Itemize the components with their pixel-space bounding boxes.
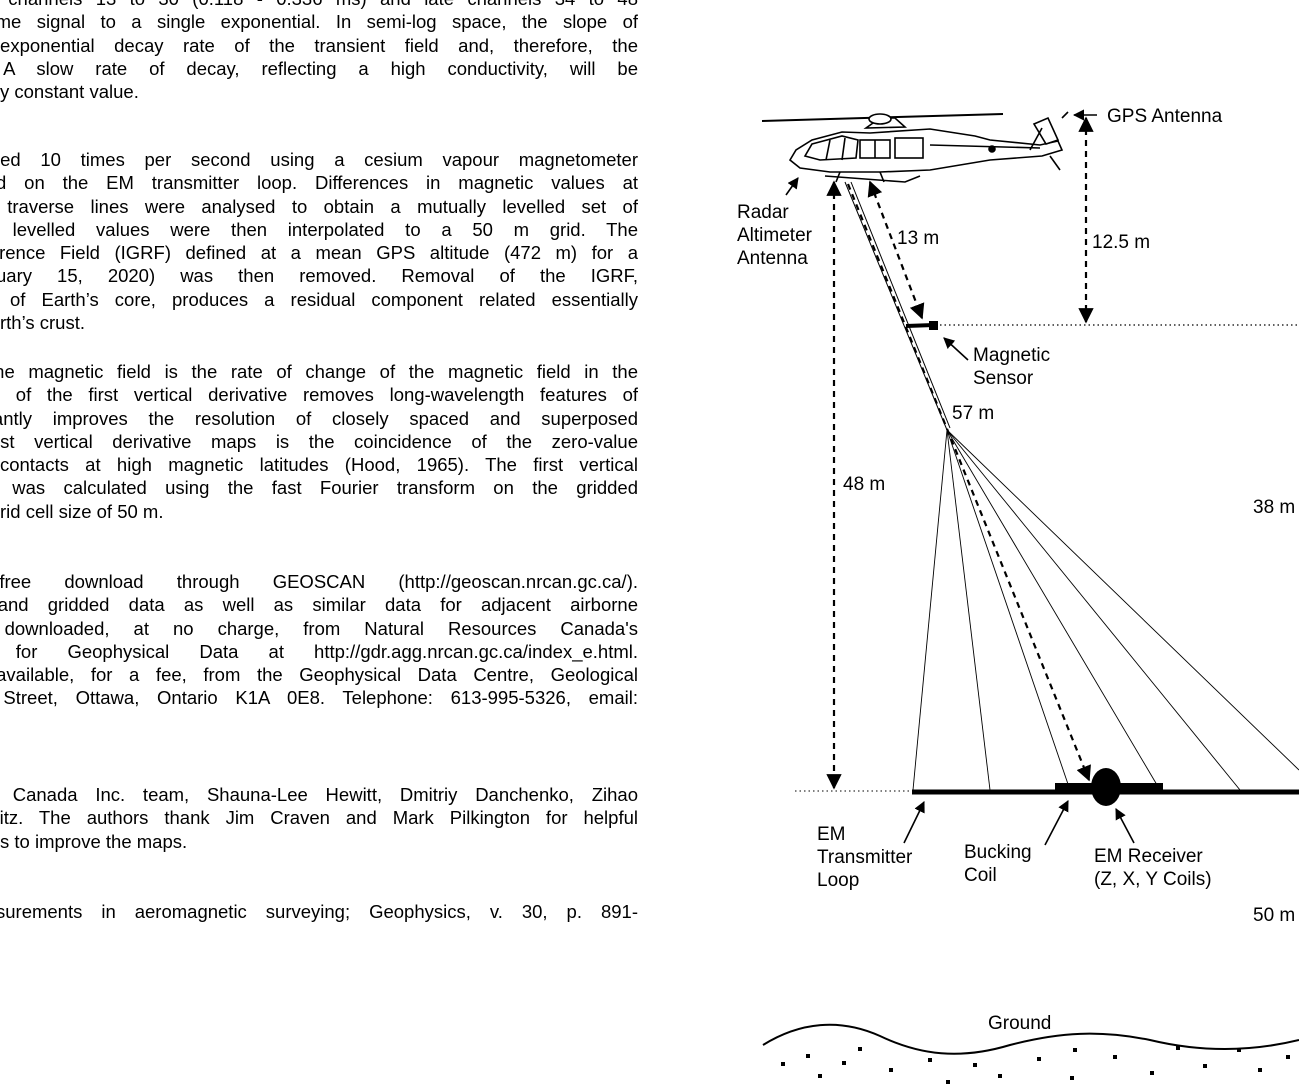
em-transmitter-loop-pointer (903, 800, 925, 844)
text-line: ile and gridded data as well as similar … (0, 594, 638, 616)
em-receiver (1091, 768, 1121, 806)
text-line: field of Earth’s core, produces a residu… (0, 288, 638, 310)
em-transmitter-loop-label-2: Transmitter (817, 847, 913, 868)
text-line: d Hitz. The authors thank Jim Craven and… (0, 807, 638, 829)
radar-altimeter-label-3: Antenna (737, 248, 808, 269)
text-line: measurements in aeromagnetic surveying; … (0, 901, 638, 922)
paragraph-download: r free download through GEOSCAN (http://… (0, 570, 638, 710)
text-line: oth Street, Ottawa, Ontario K1A 0E8. Tel… (0, 687, 638, 709)
text-line: gic contacts at high magnetic latitudes … (0, 454, 638, 476)
ground-surface (762, 1023, 1299, 1055)
text-line: ory for Geophysical Data at http://gdr.a… (0, 640, 638, 662)
paragraph-reference: measurements in aeromagnetic surveying; … (0, 900, 638, 923)
bucking-coil-pointer (1044, 800, 1069, 846)
paragraph-decay: udio channels 13 to 30 (0.118 - 0.336 ms… (0, 0, 638, 103)
bucking-coil-label-1: Bucking (964, 842, 1032, 863)
dimension-13m (867, 180, 925, 320)
em-transmitter-loop-label-1: EM (817, 824, 846, 845)
dimension-57m (846, 183, 1091, 782)
text-line: off-time signal to a single exponential.… (0, 11, 638, 33)
text-line: ampled 10 times per second using a cesiu… (0, 149, 638, 170)
magnetic-sensor-label-1: Magnetic (973, 345, 1050, 366)
em-receiver-label-1: EM Receiver (1094, 846, 1203, 867)
text-line: s to improve the maps. (0, 830, 188, 852)
tow-cable-parallel (850, 181, 951, 429)
helicopter-icon (761, 111, 1069, 183)
text-line: and traverse lines were analysed to obta… (0, 195, 638, 217)
text-line: tech Canada Inc. team, Shauna-Lee Hewitt… (0, 784, 638, 805)
text-line: ation of the first vertical derivative r… (0, 384, 638, 406)
dimension-38m-label: 38 m (1253, 497, 1295, 518)
paragraph-magnetic: ampled 10 times per second using a cesiu… (0, 148, 638, 334)
text-line: so available, for a fee, from the Geophy… (0, 664, 638, 686)
text-line: be downloaded, at no charge, from Natura… (0, 617, 638, 639)
dimension-12-5m-label: 12.5 m (1092, 232, 1150, 253)
radar-altimeter-label-2: Altimeter (737, 225, 813, 246)
magnetic-sensor-label-2: Sensor (973, 368, 1034, 389)
text-column: udio channels 13 to 30 (0.118 - 0.336 ms… (0, 0, 640, 1090)
radar-altimeter-label-1: Radar (737, 202, 789, 223)
text-line: r free download through GEOSCAN (http://… (0, 571, 638, 592)
dimension-57m-label: 57 m (952, 403, 994, 424)
text-line: ity. A slow rate of decay, reflecting a … (0, 57, 638, 79)
text-line: nificantly improves the resolution of cl… (0, 407, 638, 429)
ground-label: Ground (988, 1013, 1051, 1034)
bucking-coil-label-2: Coil (964, 865, 997, 886)
text-line: he exponential decay rate of the transie… (0, 34, 638, 56)
paragraph-derivative: of the magnetic field is the rate of cha… (0, 360, 638, 523)
em-transmitter-loop-label-3: Loop (817, 870, 859, 891)
text-line: field was calculated using the fast Four… (0, 477, 638, 499)
magnetic-sensor-body (929, 321, 938, 330)
ground-texture (781, 1046, 1290, 1084)
text-line: (January 15, 2020) was then removed. Rem… (0, 265, 638, 287)
radar-altimeter-pointer (785, 177, 799, 196)
text-line: rid cell size of 50 m. (0, 500, 164, 522)
text-line: of the magnetic field is the rate of cha… (0, 361, 638, 382)
text-line: f first vertical derivative maps is the … (0, 430, 638, 452)
suspension-ropes (912, 429, 1299, 791)
text-line: unted on the EM transmitter loop. Differ… (0, 172, 638, 194)
paragraph-acknowledgements: tech Canada Inc. team, Shauna-Lee Hewitt… (0, 783, 638, 853)
text-line: The levelled values were then interpolat… (0, 218, 638, 240)
dimension-48m-label: 48 m (843, 474, 885, 495)
text-line: udio channels 13 to 30 (0.118 - 0.336 ms… (0, 0, 638, 10)
magnetic-sensor-pointer (943, 337, 969, 361)
em-receiver-label-2: (Z, X, Y Coils) (1094, 869, 1212, 890)
text-line: y constant value. (0, 81, 139, 103)
dimension-50m-label: 50 m (1253, 905, 1295, 926)
text-line: rth’s crust. (0, 312, 85, 334)
em-receiver-pointer (1115, 808, 1135, 844)
gps-antenna-label: GPS Antenna (1107, 106, 1223, 127)
text-line: Reference Field (IGRF) defined at a mean… (0, 242, 638, 264)
dimension-13m-label: 13 m (897, 228, 939, 249)
